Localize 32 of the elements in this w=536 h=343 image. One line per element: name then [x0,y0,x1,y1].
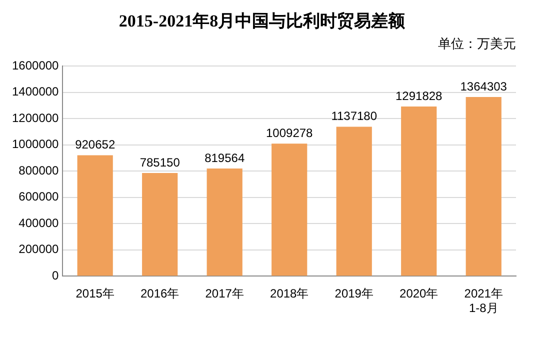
chart-title: 2015-2021年8月中国与比利时贸易差额 [118,12,406,31]
x-tick-label: 2016年 [140,286,180,301]
data-label: 785150 [140,155,180,170]
y-tick-label: 1400000 [12,84,60,99]
y-tick-label: 1600000 [12,58,60,72]
y-tick-label: 0 [52,268,60,283]
chart-subtitle: 单位：万美元 [438,36,516,51]
x-tick-label: 2017年 [205,286,244,301]
bar [142,173,178,276]
bar [336,126,372,276]
bar [77,155,113,276]
x-tick-label: 2020年 [400,286,438,301]
x-tick-label: 2019年 [334,286,374,301]
x-tick-label: 2021年 1-8月 [464,286,503,316]
data-label: 1009278 [266,126,314,140]
bar [401,106,437,276]
y-tick-label: 1200000 [12,110,60,125]
data-label: 1291828 [396,88,443,103]
data-label: 819564 [204,150,245,165]
y-tick-label: 1000000 [12,137,60,152]
y-tick-label: 400000 [18,216,60,230]
x-tick-label: 2018年 [270,286,309,301]
y-tick-label: 800000 [18,163,60,178]
data-label: 1364303 [460,79,508,94]
bar [466,96,502,276]
data-label: 1137180 [331,109,378,124]
x-tick-label: 2015年 [76,286,114,301]
data-label: 920652 [75,138,116,152]
y-tick-label: 600000 [18,190,60,204]
y-tick-label: 200000 [18,242,60,256]
bar [206,168,242,276]
bar [272,144,308,276]
